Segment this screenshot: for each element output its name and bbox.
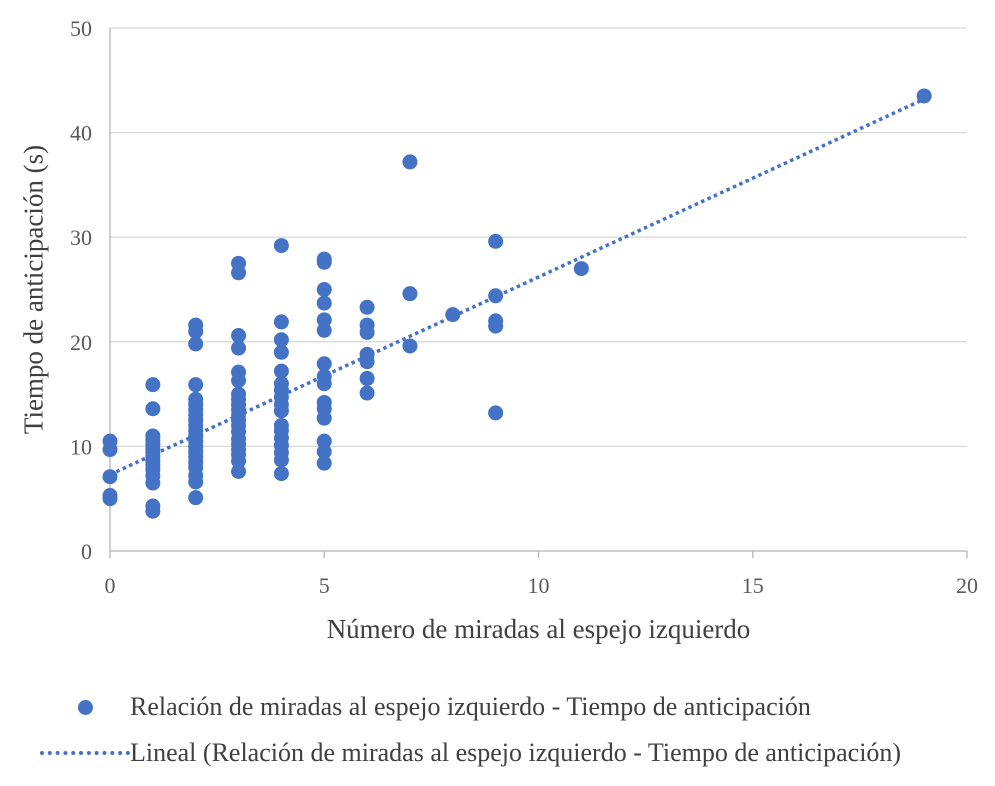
scatter-point (316, 295, 332, 311)
scatter-point (488, 405, 504, 421)
x-axis-title: Número de miradas al espejo izquierdo (327, 614, 751, 644)
tick-labels: 0 10 20 30 40 50 0 5 10 15 20 (70, 16, 978, 598)
y-tick-label: 50 (70, 16, 92, 41)
dotted-line-icon (40, 751, 130, 755)
scatter-point (445, 307, 461, 323)
scatter-point (316, 254, 332, 270)
x-tick-label: 15 (742, 573, 764, 598)
scatter-point (273, 466, 289, 482)
scatter-point (573, 261, 589, 277)
scatter-point (916, 88, 932, 104)
scatter-point (402, 286, 418, 302)
scatter-point (145, 475, 161, 491)
scatter-point (273, 452, 289, 468)
scatter-point (273, 238, 289, 254)
scatter-point (273, 363, 289, 379)
x-tick-label: 20 (956, 573, 978, 598)
y-tick-label: 40 (70, 121, 92, 146)
scatter-point (231, 464, 247, 480)
scatter-point (188, 377, 204, 393)
legend-item-trendline: Lineal (Relación de miradas al espejo iz… (40, 730, 980, 776)
legend-marker-dotted-line (40, 743, 130, 763)
scatter-point (145, 503, 161, 519)
x-tick-label: 5 (319, 573, 330, 598)
legend-marker-circle (40, 697, 130, 717)
scatter-point (231, 453, 247, 469)
scatter-point (359, 324, 375, 340)
scatter-point (316, 322, 332, 338)
scatter-point (273, 332, 289, 348)
y-tick-label: 30 (70, 225, 92, 250)
legend-label-trendline: Lineal (Relación de miradas al espejo iz… (130, 738, 902, 767)
legend-item-scatter: Relación de miradas al espejo izquierdo … (40, 684, 980, 730)
scatter-point (359, 385, 375, 401)
scatter-point (102, 491, 118, 507)
scatter-point (402, 154, 418, 170)
scatter-point (316, 444, 332, 460)
y-tick-label: 0 (81, 539, 92, 564)
scatter-point (402, 338, 418, 354)
legend: Relación de miradas al espejo izquierdo … (40, 684, 980, 776)
y-tick-label: 10 (70, 434, 92, 459)
scatter-point (359, 354, 375, 370)
x-tick-label: 0 (105, 573, 116, 598)
circle-marker-icon (77, 699, 93, 715)
scatter-point (188, 474, 204, 490)
scatter-point (102, 469, 118, 485)
x-tick-label: 10 (528, 573, 550, 598)
scatter-point (102, 442, 118, 458)
scatter-point (273, 344, 289, 360)
scatter-point (145, 377, 161, 393)
scatter-point (231, 265, 247, 281)
scatter-point (359, 299, 375, 315)
scatter-point (188, 323, 204, 339)
scatter-point (359, 370, 375, 386)
scatter-point (188, 490, 204, 506)
scatter-point (188, 336, 204, 352)
scatter-point (231, 373, 247, 389)
scatter-point (488, 318, 504, 334)
data-points (102, 88, 932, 519)
scatter-point (273, 314, 289, 330)
scatter-point (316, 312, 332, 328)
scatter-point (273, 403, 289, 419)
scatter-point (316, 433, 332, 449)
scatter-point (231, 340, 247, 356)
axes (109, 28, 968, 558)
y-axis-title: Tiempo de anticipación (s) (18, 145, 48, 434)
scatter-chart: 0 10 20 30 40 50 0 5 10 15 20 Número de miradas al… (18, 16, 978, 644)
scatter-point (316, 282, 332, 297)
legend-label-scatter: Relación de miradas al espejo izquierdo … (130, 692, 811, 721)
scatter-point (231, 328, 247, 344)
scatter-point (488, 233, 504, 249)
scatter-point (316, 376, 332, 392)
scatter-point (316, 410, 332, 426)
gridlines (110, 27, 967, 448)
scatter-point (488, 288, 504, 304)
scatter-point (316, 455, 332, 471)
y-tick-label: 20 (70, 330, 92, 355)
scatter-point (145, 401, 161, 417)
scatter-point (316, 356, 332, 372)
